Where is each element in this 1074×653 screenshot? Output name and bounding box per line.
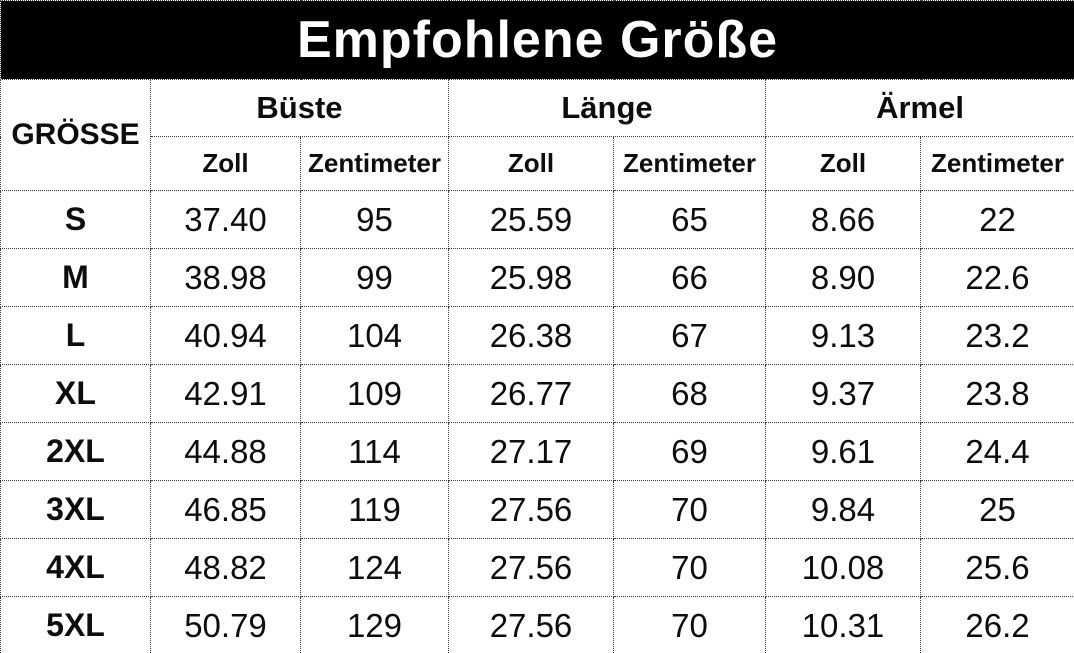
sleeve-inch-value: 8.90 <box>765 248 921 307</box>
bust-cm-value: 104 <box>300 306 449 365</box>
table-row-xl: XL 42.91 109 26.77 68 9.37 23.8 <box>0 364 1074 423</box>
length-cm-value: 68 <box>613 364 766 423</box>
sleeve-cm-value: 26.2 <box>919 596 1074 653</box>
bust-cm-value: 129 <box>300 596 449 653</box>
sleeve-cm-value: 25 <box>919 480 1074 539</box>
sub-header-row: Zoll Zentimeter Zoll Zentimeter Zoll Zen… <box>1 136 1074 191</box>
table-row-l: L 40.94 104 26.38 67 9.13 23.2 <box>0 306 1074 365</box>
sub-header-length-inch: Zoll <box>448 136 614 191</box>
title-banner: Empfohlene Größe <box>0 0 1074 80</box>
length-cm-value: 69 <box>613 422 766 481</box>
table-row-m: M 38.98 99 25.98 66 8.90 22.6 <box>0 248 1074 307</box>
bust-cm-value: 124 <box>300 538 449 597</box>
column-group-length: Länge <box>448 79 766 137</box>
bust-inch-value: 46.85 <box>150 480 301 539</box>
length-inch-value: 27.56 <box>448 538 614 597</box>
bust-inch-value: 48.82 <box>150 538 301 597</box>
table-row-s: S 37.40 95 25.59 65 8.66 22 <box>0 190 1074 249</box>
sleeve-inch-value: 9.13 <box>765 306 921 365</box>
size-label: S <box>0 190 151 249</box>
length-inch-value: 26.77 <box>448 364 614 423</box>
sub-header-length-cm: Zentimeter <box>613 136 766 191</box>
bust-inch-value: 38.98 <box>150 248 301 307</box>
bust-inch-value: 42.91 <box>150 364 301 423</box>
length-inch-value: 27.17 <box>448 422 614 481</box>
column-group-bust: Büste <box>150 79 449 137</box>
bust-cm-value: 95 <box>300 190 449 249</box>
length-inch-value: 25.59 <box>448 190 614 249</box>
sleeve-inch-value: 9.84 <box>765 480 921 539</box>
size-label: 4XL <box>0 538 151 597</box>
sleeve-cm-value: 25.6 <box>919 538 1074 597</box>
size-label: 5XL <box>0 596 151 653</box>
bust-inch-value: 50.79 <box>150 596 301 653</box>
table-row-5xl: 5XL 50.79 129 27.56 70 10.31 26.2 <box>0 596 1074 653</box>
size-label: 3XL <box>0 480 151 539</box>
length-inch-value: 26.38 <box>448 306 614 365</box>
size-label: M <box>0 248 151 307</box>
length-cm-value: 70 <box>613 596 766 653</box>
sub-header-bust-inch: Zoll <box>150 136 301 191</box>
table-row-3xl: 3XL 46.85 119 27.56 70 9.84 25 <box>0 480 1074 539</box>
bust-inch-value: 44.88 <box>150 422 301 481</box>
bust-cm-value: 99 <box>300 248 449 307</box>
bust-cm-value: 119 <box>300 480 449 539</box>
length-inch-value: 25.98 <box>448 248 614 307</box>
column-group-sleeve: Ärmel <box>764 79 1074 137</box>
sleeve-inch-value: 9.37 <box>765 364 921 423</box>
sub-header-bust-cm: Zentimeter <box>300 136 449 191</box>
bust-cm-value: 114 <box>300 422 449 481</box>
bust-cm-value: 109 <box>300 364 449 423</box>
sub-header-sleeve-inch: Zoll <box>765 136 921 191</box>
size-label: L <box>0 306 151 365</box>
length-cm-value: 66 <box>613 248 766 307</box>
bust-inch-value: 37.40 <box>150 190 301 249</box>
length-cm-value: 70 <box>613 538 766 597</box>
sleeve-inch-value: 8.66 <box>765 190 921 249</box>
table-row-4xl: 4XL 48.82 124 27.56 70 10.08 25.6 <box>0 538 1074 597</box>
sleeve-inch-value: 10.08 <box>765 538 921 597</box>
chart-title: Empfohlene Größe <box>0 0 1074 80</box>
length-cm-value: 67 <box>613 306 766 365</box>
bust-inch-value: 40.94 <box>150 306 301 365</box>
sleeve-cm-value: 22.6 <box>919 248 1074 307</box>
length-inch-value: 27.56 <box>448 596 614 653</box>
size-label: 2XL <box>0 422 151 481</box>
sleeve-inch-value: 9.61 <box>765 422 921 481</box>
sub-header-sleeve-cm: Zentimeter <box>919 136 1074 191</box>
sleeve-cm-value: 23.8 <box>919 364 1074 423</box>
group-header-row: GRÖSSE Büste Länge Ärmel <box>0 79 1074 191</box>
sleeve-cm-value: 24.4 <box>919 422 1074 481</box>
sleeve-cm-value: 22 <box>919 190 1074 249</box>
length-inch-value: 27.56 <box>448 480 614 539</box>
size-label: XL <box>0 364 151 423</box>
sleeve-cm-value: 23.2 <box>919 306 1074 365</box>
length-cm-value: 65 <box>613 190 766 249</box>
column-header-size: GRÖSSE <box>0 79 151 191</box>
length-cm-value: 70 <box>613 480 766 539</box>
sleeve-inch-value: 10.31 <box>765 596 921 653</box>
table-row-2xl: 2XL 44.88 114 27.17 69 9.61 24.4 <box>0 422 1074 481</box>
